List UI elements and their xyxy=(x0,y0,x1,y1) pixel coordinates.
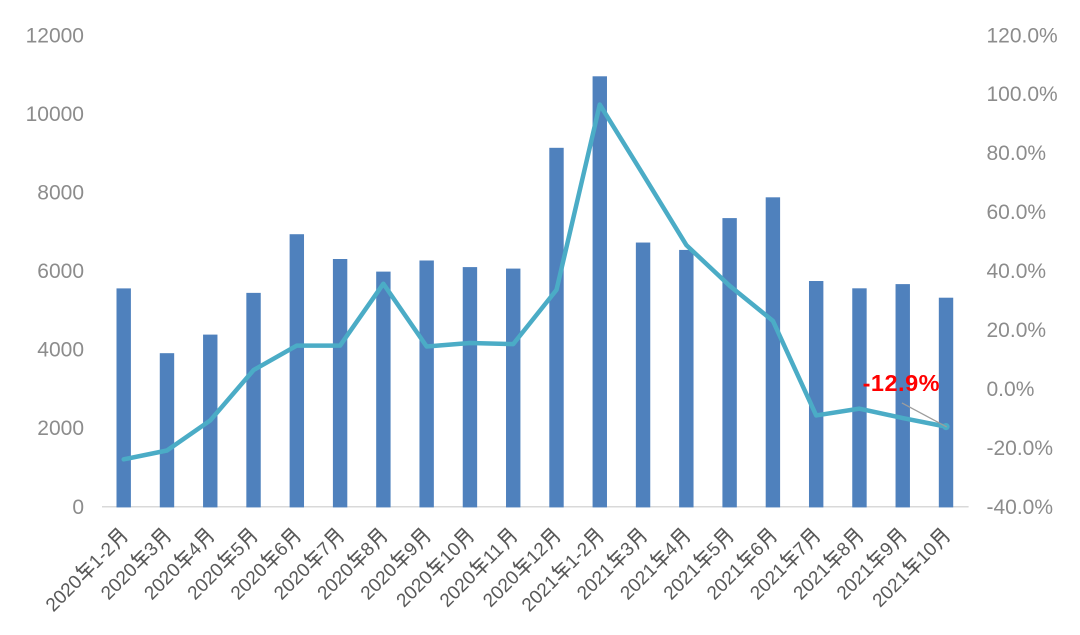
svg-text:60.0%: 60.0% xyxy=(987,201,1047,224)
svg-text:40.0%: 40.0% xyxy=(987,260,1047,283)
svg-text:0.0%: 0.0% xyxy=(987,378,1035,401)
svg-text:6000: 6000 xyxy=(37,260,84,283)
svg-text:100.0%: 100.0% xyxy=(987,83,1058,106)
svg-text:120.0%: 120.0% xyxy=(987,24,1058,47)
svg-text:-20.0%: -20.0% xyxy=(987,437,1054,460)
svg-text:4000: 4000 xyxy=(37,339,84,362)
svg-text:80.0%: 80.0% xyxy=(987,142,1047,165)
svg-text:-12.9%: -12.9% xyxy=(863,370,940,396)
svg-text:20.0%: 20.0% xyxy=(987,319,1047,342)
svg-text:-40.0%: -40.0% xyxy=(987,496,1054,519)
svg-text:12000: 12000 xyxy=(26,24,84,47)
svg-text:0: 0 xyxy=(72,496,84,519)
svg-text:10000: 10000 xyxy=(26,103,84,126)
svg-text:2000: 2000 xyxy=(37,417,84,440)
svg-text:8000: 8000 xyxy=(37,182,84,205)
